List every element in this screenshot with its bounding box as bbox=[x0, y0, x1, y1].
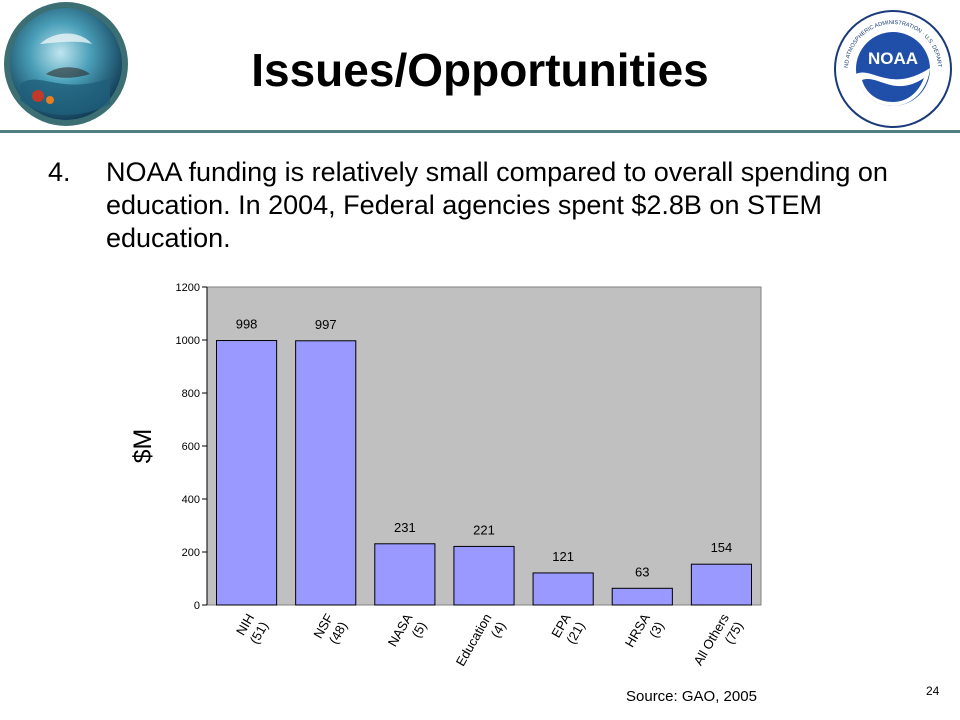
data-label: 221 bbox=[473, 522, 495, 537]
bar bbox=[374, 543, 436, 606]
x-tick-label: Education bbox=[453, 611, 495, 669]
bullet-number: 4. bbox=[48, 157, 71, 187]
noaa-seal-icon: NOAA NATIONAL OCEANIC AND ATMOSPHERIC AD… bbox=[832, 8, 952, 128]
y-tick-label: 400 bbox=[182, 494, 200, 506]
bar bbox=[611, 587, 673, 606]
y-tick-label: 0 bbox=[194, 600, 200, 612]
bar bbox=[690, 563, 753, 606]
header-band bbox=[0, 0, 960, 133]
y-tick-label: 1200 bbox=[176, 282, 200, 294]
noaa-brand-text: NOAA bbox=[868, 49, 918, 68]
bullet-text: NOAA funding is relatively small compare… bbox=[106, 157, 888, 253]
y-tick-label: 800 bbox=[182, 388, 200, 400]
y-axis-label: $M bbox=[129, 429, 157, 464]
page-title: Issues/Opportunities bbox=[251, 44, 709, 96]
bar bbox=[295, 340, 357, 606]
funding-bar-chart: 020040060080010001200$M998NIH(51)997NSF(… bbox=[129, 282, 762, 669]
y-tick-label: 200 bbox=[182, 547, 200, 559]
y-tick-label: 600 bbox=[182, 441, 200, 453]
ocean-collage-globe-icon bbox=[4, 2, 128, 126]
y-tick-label: 1000 bbox=[176, 335, 200, 347]
x-tick-count: (4) bbox=[488, 619, 509, 640]
page-number: 24 bbox=[926, 684, 940, 698]
x-tick-count: (5) bbox=[409, 619, 430, 640]
data-label: 231 bbox=[394, 520, 416, 535]
x-tick-count: (3) bbox=[646, 619, 667, 640]
bar bbox=[215, 340, 278, 606]
data-label: 998 bbox=[236, 317, 258, 332]
data-label: 997 bbox=[315, 317, 337, 332]
data-label: 154 bbox=[711, 540, 733, 555]
bar bbox=[453, 545, 515, 606]
bar bbox=[532, 572, 594, 606]
source-note: Source: GAO, 2005 bbox=[626, 688, 757, 705]
data-label: 121 bbox=[552, 549, 574, 564]
data-label: 63 bbox=[635, 564, 649, 579]
